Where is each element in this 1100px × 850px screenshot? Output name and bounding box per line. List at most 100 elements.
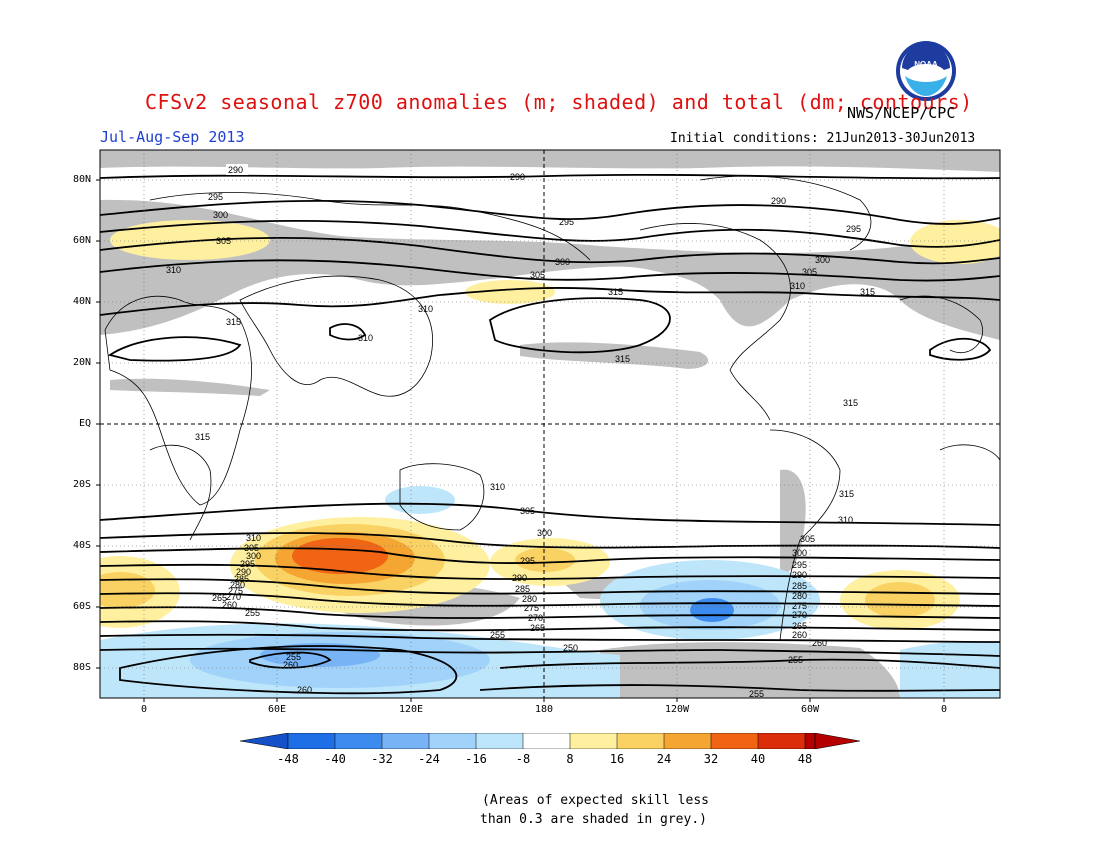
contour-label: 315 bbox=[843, 398, 858, 408]
contour-label: 310 bbox=[418, 304, 433, 314]
contour-label: 270 bbox=[226, 592, 241, 602]
colorbar-label: -24 bbox=[418, 752, 440, 766]
lat-label: 20N bbox=[73, 357, 92, 368]
contour-label: 305 bbox=[244, 543, 259, 553]
contour-label: 280 bbox=[522, 594, 537, 604]
contour-label: 295 bbox=[559, 217, 574, 227]
contour-label: 300 bbox=[213, 210, 228, 220]
lat-label: 60S bbox=[73, 601, 92, 612]
lon-label: 60W bbox=[801, 704, 820, 715]
anomaly-shading bbox=[100, 220, 1000, 698]
contour-label: 290 bbox=[236, 567, 251, 577]
colorbar-label: -40 bbox=[324, 752, 346, 766]
contour-label: 265 bbox=[212, 593, 227, 603]
contour-label: 275 bbox=[792, 601, 807, 611]
lon-label: 0 bbox=[941, 704, 948, 715]
lon-label: 180 bbox=[535, 704, 554, 715]
tick-marks bbox=[96, 179, 945, 702]
colorbar-label: -16 bbox=[465, 752, 487, 766]
contour-label: 260 bbox=[812, 638, 827, 648]
lat-label: 20S bbox=[73, 479, 92, 490]
initial-conditions-label: Initial conditions: 21Jun2013-30Jun2013 bbox=[670, 131, 976, 146]
contour-label: 295 bbox=[846, 224, 861, 234]
map-field: 290 290 295 300 305 310 315 310 310 295 … bbox=[100, 150, 1000, 699]
contour-label: 305 bbox=[800, 534, 815, 544]
contour-label: 270 bbox=[792, 610, 807, 620]
colorbar-label: 24 bbox=[656, 752, 672, 766]
contour-label: 260 bbox=[792, 630, 807, 640]
contour-label: 255 bbox=[490, 630, 505, 640]
contour-label: 315 bbox=[608, 287, 623, 297]
colorbar-label: 32 bbox=[703, 752, 719, 766]
contour-label: 310 bbox=[838, 515, 853, 525]
contour-label: 275 bbox=[524, 603, 539, 613]
contour-label: 290 bbox=[771, 196, 786, 206]
contour-label: 290 bbox=[228, 165, 243, 175]
contour-label: 295 bbox=[520, 556, 535, 566]
colorbar-label: 48 bbox=[797, 752, 813, 766]
contour-label: 285 bbox=[234, 574, 249, 584]
contour-label: 310 bbox=[358, 333, 373, 343]
contour-label: 295 bbox=[240, 559, 255, 569]
lat-label: 80N bbox=[73, 174, 92, 185]
contour-label: 260 bbox=[297, 685, 312, 695]
contour-label: 265 bbox=[792, 621, 807, 631]
colorbar-label: -32 bbox=[371, 752, 393, 766]
lon-label: 60E bbox=[268, 704, 287, 715]
contour-label: 290 bbox=[792, 570, 807, 580]
contour-label: 305 bbox=[802, 267, 817, 277]
contour-label: 310 bbox=[790, 281, 805, 291]
contour-label: 310 bbox=[490, 482, 505, 492]
contour-label: 290 bbox=[512, 573, 527, 583]
contour-label: 295 bbox=[792, 560, 807, 570]
reference-lines bbox=[100, 150, 1000, 698]
contour-label: 315 bbox=[195, 432, 210, 442]
skill-note-line1: (Areas of expected skill less bbox=[482, 793, 709, 808]
contour-label: 285 bbox=[792, 581, 807, 591]
contour-label: 315 bbox=[860, 287, 875, 297]
contour-label bbox=[226, 164, 248, 175]
noaa-logo: NOAA bbox=[896, 41, 956, 101]
chart-title: CFSv2 seasonal z700 anomalies (m; shaded… bbox=[145, 90, 973, 114]
contour-label: 260 bbox=[222, 600, 237, 610]
contour-label: 300 bbox=[815, 255, 830, 265]
lat-label: EQ bbox=[79, 418, 92, 429]
svg-text:NOAA: NOAA bbox=[914, 60, 938, 69]
colorbar-label: -48 bbox=[277, 752, 299, 766]
colorbar bbox=[240, 733, 861, 749]
contour-label: 300 bbox=[537, 528, 552, 538]
agency-label: NWS/NCEP/CPC bbox=[847, 104, 956, 122]
contour-label: 255 bbox=[749, 689, 764, 699]
contour-label: 255 bbox=[286, 652, 301, 662]
graticule bbox=[100, 150, 1000, 698]
contour-label: 250 bbox=[563, 643, 578, 653]
colorbar-label: 8 bbox=[566, 752, 574, 766]
contour-label: 310 bbox=[246, 533, 261, 543]
height-contours bbox=[100, 173, 1000, 695]
lat-label: 60N bbox=[73, 235, 92, 246]
lat-label: 80S bbox=[73, 662, 92, 673]
contour-label: 270 bbox=[528, 613, 543, 623]
contour-label: 305 bbox=[520, 506, 535, 516]
contour-label: 305 bbox=[530, 270, 545, 280]
contour-label: 300 bbox=[246, 551, 261, 561]
colorbar-label: 40 bbox=[750, 752, 766, 766]
lon-label: 0 bbox=[141, 704, 148, 715]
contour-label: 265 bbox=[530, 623, 545, 633]
lat-label: 40N bbox=[73, 296, 92, 307]
contour-label: 255 bbox=[245, 608, 260, 618]
contour-label: 260 bbox=[283, 660, 298, 670]
contour-label: 290 bbox=[510, 172, 525, 182]
contour-label: 310 bbox=[166, 265, 181, 275]
contour-label: 275 bbox=[228, 586, 243, 596]
contour-label: 295 bbox=[208, 192, 223, 202]
contour-label: 280 bbox=[230, 580, 245, 590]
lon-label: 120E bbox=[399, 704, 424, 715]
contour-label: 315 bbox=[839, 489, 854, 499]
contour-label: 285 bbox=[515, 584, 530, 594]
contour-label: 280 bbox=[792, 591, 807, 601]
contour-label: 315 bbox=[615, 354, 630, 364]
colorbar-label: 16 bbox=[609, 752, 625, 766]
lat-label: 40S bbox=[73, 540, 92, 551]
